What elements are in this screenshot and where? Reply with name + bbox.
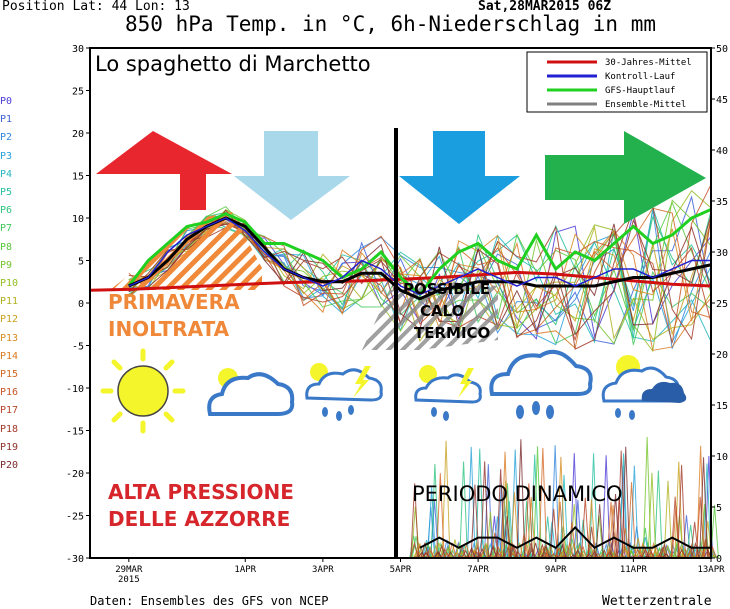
member-label: P3 (0, 150, 13, 162)
member-label: P17 (0, 405, 19, 417)
legend-label: GFS-Hauptlauf (605, 86, 675, 96)
sun-rain-cloud-icon (601, 355, 687, 420)
annotation-possibile: POSSIBILE (403, 280, 491, 298)
member-label: P9 (0, 259, 13, 271)
x-tick-label: 9APR (545, 565, 567, 575)
green-right-arrow (545, 131, 706, 224)
rain-cloud-icon (489, 349, 593, 419)
member-label: P11 (0, 296, 19, 308)
member-label: P13 (0, 332, 19, 344)
x-tick-label: 29MAR (115, 565, 143, 575)
storm-cloud-icon (305, 363, 383, 421)
y-tick-label-left: 25 (72, 87, 84, 98)
y-tick-label-right: 10 (716, 452, 728, 463)
member-label: P0 (0, 96, 13, 107)
member-label: P7 (0, 223, 13, 235)
data-source-label: Daten: Ensembles des GFS von NCEP (90, 594, 329, 608)
brand-label: Wetterzentrale (602, 594, 712, 609)
y-tick-label-left: 20 (72, 129, 84, 140)
legend-label: Kontroll-Lauf (605, 72, 675, 82)
y-tick-label-right: 25 (716, 299, 728, 310)
x-tick-label: 11APR (620, 565, 648, 575)
member-label: P14 (0, 350, 19, 362)
annotation-periodo-dinamico: PERIODO DINAMICO (412, 482, 623, 506)
member-label: P12 (0, 314, 19, 326)
x-tick-label: 5APR (390, 565, 412, 575)
annotation-inoltrata: INOLTRATA (108, 317, 230, 341)
y-tick-label-left: -20 (66, 469, 84, 480)
y-tick-label-right: 40 (716, 146, 728, 157)
y-tick-label-right: 45 (716, 95, 728, 106)
annotation-termico: TERMICO (414, 324, 491, 342)
y-tick-label-left: 15 (72, 172, 84, 183)
y-tick-label-left: -25 (66, 512, 84, 523)
x-tick-label: 13APR (697, 565, 725, 575)
member-label: P19 (0, 441, 19, 453)
red-up-arrow (96, 131, 232, 210)
y-tick-label-left: -15 (66, 427, 84, 438)
x-tick-label: 2015 (118, 575, 140, 585)
member-label: P5 (0, 187, 13, 198)
member-label: P18 (0, 423, 19, 435)
y-tick-label-left: 10 (72, 214, 84, 225)
member-label: P20 (0, 460, 19, 471)
member-label: P1 (0, 114, 13, 126)
member-label: P6 (0, 205, 13, 217)
sun-icon (100, 348, 186, 434)
chart-title: 850 hPa Temp. in °C, 6h-Niederschlag in … (125, 12, 657, 36)
member-label: P16 (0, 387, 19, 399)
member-label: P10 (0, 278, 19, 289)
series-line-kontroll-lauf (128, 217, 711, 296)
precip-mean-line (419, 525, 711, 550)
y-tick-label-left: -30 (66, 554, 84, 565)
overlay-title: Lo spaghetto di Marchetto (95, 52, 371, 76)
run-date-label: Sat,28MAR2015 06Z (478, 0, 612, 14)
member-label: P4 (0, 168, 13, 180)
storm-cloud-icon (414, 365, 482, 421)
position-label: Position Lat: 44 Lon: 13 (2, 0, 190, 14)
y-tick-label-left: 30 (72, 44, 84, 55)
member-label: P2 (0, 132, 13, 144)
member-label: P15 (0, 369, 19, 380)
cloud-icon (207, 368, 295, 416)
y-tick-label-right: 0 (716, 554, 722, 565)
y-tick-label-left: -10 (66, 384, 84, 395)
x-tick-label: 3APR (312, 565, 334, 575)
y-tick-label-right: 15 (716, 401, 728, 412)
legend-label: 30-Jahres-Mittel (605, 58, 692, 68)
y-tick-label-left: 0 (78, 299, 84, 310)
y-tick-label-right: 30 (716, 248, 728, 259)
lightblue-down-arrow (234, 131, 350, 220)
y-tick-label-left: 5 (78, 257, 84, 268)
y-tick-label-left: -5 (72, 342, 84, 353)
precip-member-line (421, 461, 713, 559)
x-tick-label: 7APR (467, 565, 489, 575)
blue-down-arrow (399, 131, 520, 224)
annotation-azzorre: DELLE AZZORRE (108, 507, 291, 531)
x-tick-label: 1APR (234, 565, 256, 575)
annotation-calo: CALO (420, 302, 465, 320)
annotation-primavera: PRIMAVERA (108, 290, 240, 314)
legend-label: Ensemble-Mittel (605, 100, 686, 110)
y-tick-label-right: 20 (716, 350, 728, 361)
member-label: P8 (0, 241, 13, 253)
y-tick-label-right: 35 (716, 197, 728, 208)
annotation-alta-pressione: ALTA PRESSIONE (108, 480, 294, 504)
hatch-area-primavera (110, 212, 262, 290)
y-tick-label-right: 50 (716, 44, 728, 55)
y-tick-label-right: 5 (716, 503, 722, 514)
